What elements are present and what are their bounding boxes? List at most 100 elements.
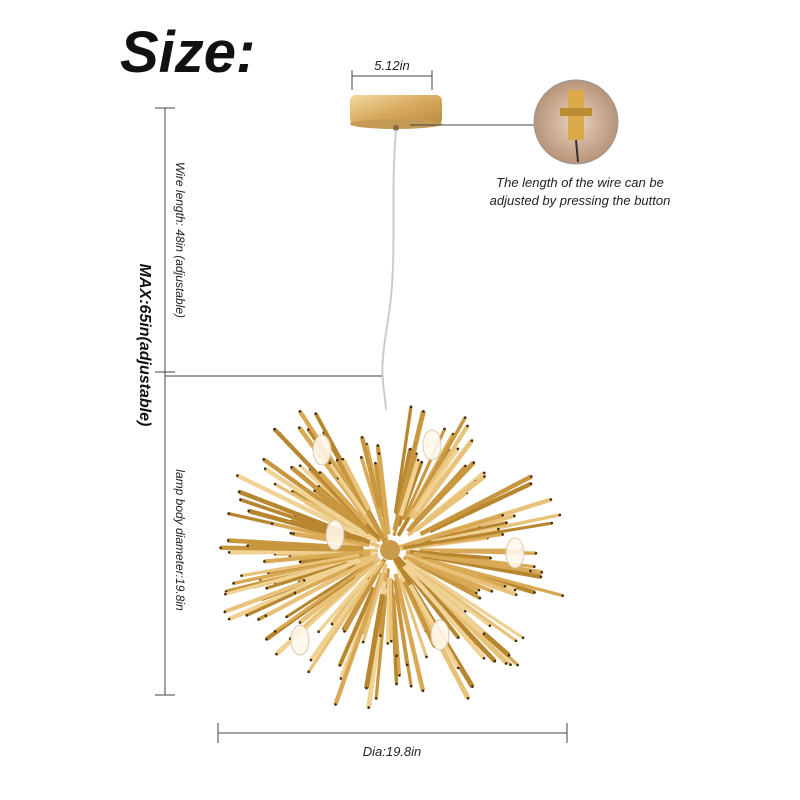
bottom-dimension [217, 723, 568, 743]
rod-tip [317, 630, 320, 634]
rod-tip [343, 630, 346, 633]
rod-tip [275, 652, 278, 656]
rod [309, 578, 371, 662]
rod [238, 489, 371, 545]
rod-tip [341, 457, 345, 461]
rod [264, 549, 371, 564]
rod-tip [464, 609, 467, 613]
rod [378, 595, 387, 636]
rod [413, 551, 531, 573]
wire-length-label: Wire length: 48in (adjustable) [173, 162, 187, 318]
rod-tip [298, 409, 302, 413]
rod-tip [386, 642, 390, 645]
rod-tip [306, 428, 310, 431]
rod [392, 410, 426, 531]
rod [340, 458, 372, 511]
rod-tip [298, 560, 302, 564]
rod-tip [237, 490, 241, 494]
rod-tip [533, 565, 536, 568]
rod-tip [227, 550, 231, 554]
rod-tip [456, 666, 460, 670]
rod-tip [263, 467, 267, 471]
rod-tip [482, 471, 486, 475]
rod-tip [240, 574, 243, 577]
rod-tip [223, 610, 227, 614]
rod-tip [389, 639, 393, 643]
bulb [325, 519, 345, 551]
callout-text: The length of the wire can be [496, 175, 664, 190]
rod [399, 513, 504, 549]
rod [274, 482, 360, 534]
rod-tip [483, 475, 486, 478]
rod-tip [421, 689, 425, 693]
rod-tip [236, 474, 239, 477]
rod-tip [298, 464, 302, 467]
rod-tip [493, 659, 497, 663]
rod-tip [540, 570, 544, 574]
rod-tip [504, 662, 508, 665]
rod-tip [549, 498, 553, 501]
rod-tip [482, 632, 486, 635]
rod [393, 406, 413, 514]
rod [390, 595, 399, 656]
rod-tip [456, 447, 460, 451]
rod [294, 567, 349, 595]
rod [404, 562, 486, 636]
rod-tip [539, 575, 543, 579]
rod [408, 554, 517, 597]
rod [337, 586, 376, 667]
rod [411, 416, 467, 510]
rod [318, 471, 369, 526]
rod [404, 558, 524, 640]
rod-tip [409, 684, 413, 688]
rod-tip [409, 405, 413, 409]
rod-tip [507, 654, 511, 657]
rod-tip [273, 482, 277, 486]
rod-tip [482, 656, 486, 660]
hub [380, 540, 400, 560]
rod-tip [514, 639, 518, 643]
rod [419, 474, 533, 537]
rod [359, 456, 389, 541]
rod [398, 459, 421, 517]
rod-tip [361, 640, 365, 644]
rod [411, 564, 517, 643]
rod [402, 564, 486, 660]
rod-tip [338, 664, 342, 667]
rod-tip [466, 696, 470, 700]
rod [303, 558, 361, 583]
rod-tip [307, 670, 310, 674]
rod [307, 560, 384, 673]
rod [335, 459, 387, 543]
rod-tip [529, 482, 533, 486]
rod [402, 580, 437, 648]
rod-tip [514, 593, 518, 596]
rod-tip [463, 416, 467, 419]
rod-tip [466, 424, 469, 428]
canopy-dimension [351, 70, 433, 90]
rod [274, 560, 375, 633]
rod-tip [530, 475, 533, 478]
rod-tip [293, 591, 297, 595]
rod [271, 521, 370, 548]
rod [410, 464, 467, 528]
rod-tip [422, 410, 425, 413]
rod-tip [227, 512, 230, 515]
rod-tip [239, 498, 242, 501]
rod-tip [521, 636, 525, 640]
rod-tip [232, 582, 235, 585]
rod-tip [318, 471, 322, 474]
canopy-width-label: 5.12in [374, 58, 409, 73]
rod [393, 573, 426, 692]
body-diameter-label: lamp body diameter:19.8in [173, 469, 187, 611]
rod-tip [505, 521, 508, 525]
bulb [290, 624, 310, 656]
rod-tip [501, 533, 504, 536]
wire [381, 129, 397, 411]
rod [298, 560, 377, 625]
rod-tip [409, 447, 412, 451]
rod-tip [416, 458, 420, 462]
rod [364, 593, 385, 689]
rod [376, 453, 391, 535]
